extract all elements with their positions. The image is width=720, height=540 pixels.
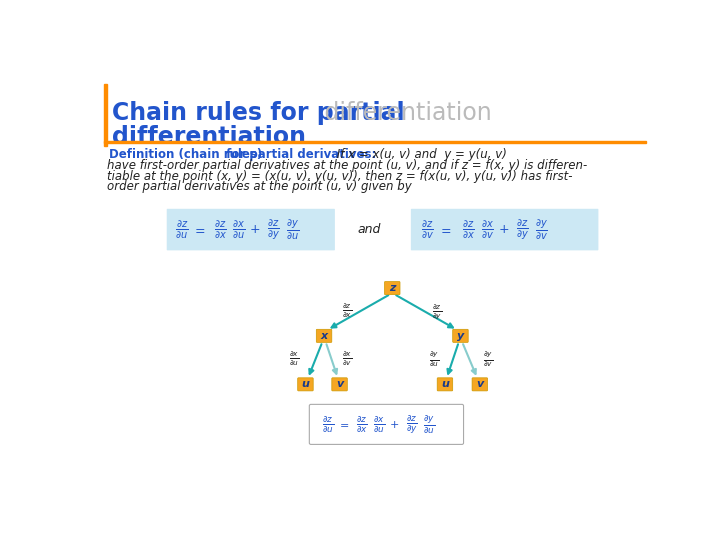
FancyBboxPatch shape	[310, 404, 464, 444]
FancyBboxPatch shape	[437, 378, 453, 391]
Text: have first-order partial derivatives at the point (u, v), and if z = f(x, y) is : have first-order partial derivatives at …	[107, 159, 588, 172]
Text: $+$: $+$	[498, 223, 510, 236]
Text: $\frac{\partial x}{\partial u}$: $\frac{\partial x}{\partial u}$	[289, 351, 300, 368]
Text: $\frac{\partial z}{\partial x}$: $\frac{\partial z}{\partial x}$	[342, 303, 352, 321]
Text: If x = x(u, v) and  y = y(u, v): If x = x(u, v) and y = y(u, v)	[333, 148, 506, 161]
Text: $\frac{\partial y}{\partial u}$: $\frac{\partial y}{\partial u}$	[423, 413, 436, 436]
FancyBboxPatch shape	[297, 378, 313, 391]
Text: $\frac{\partial z}{\partial x}$: $\frac{\partial z}{\partial x}$	[214, 218, 227, 241]
FancyBboxPatch shape	[384, 281, 400, 295]
Text: v: v	[476, 379, 483, 389]
Text: tiable at the point (x, y) = (x(u, v), y(u, v)), then z = f(x(u, v), y(u, v)) ha: tiable at the point (x, y) = (x(u, v), y…	[107, 170, 572, 183]
Text: $\frac{\partial z}{\partial x}$: $\frac{\partial z}{\partial x}$	[356, 414, 368, 435]
Text: and: and	[357, 223, 381, 236]
Text: $=$: $=$	[192, 223, 205, 236]
Text: $\frac{\partial x}{\partial v}$: $\frac{\partial x}{\partial v}$	[342, 351, 352, 368]
Text: $+$: $+$	[389, 419, 399, 430]
Text: for partial derivatives:: for partial derivatives:	[222, 148, 376, 161]
Bar	[104, 84, 107, 146]
Text: $\frac{\partial y}{\partial v}$: $\frac{\partial y}{\partial v}$	[482, 350, 492, 369]
Text: $\frac{\partial z}{\partial y}$: $\frac{\partial z}{\partial y}$	[267, 218, 280, 242]
Text: z: z	[389, 283, 395, 293]
Bar	[104, 141, 647, 143]
FancyBboxPatch shape	[332, 378, 347, 391]
Text: $\frac{\partial z}{\partial y}$: $\frac{\partial z}{\partial y}$	[432, 303, 442, 321]
Text: $\frac{\partial z}{\partial x}$: $\frac{\partial z}{\partial x}$	[462, 218, 474, 241]
Text: u: u	[302, 379, 310, 389]
FancyBboxPatch shape	[316, 329, 332, 342]
Text: Definition (chain rules): Definition (chain rules)	[109, 148, 263, 161]
FancyBboxPatch shape	[167, 209, 335, 251]
Text: $=$: $=$	[337, 420, 350, 429]
Text: y: y	[456, 331, 464, 341]
FancyBboxPatch shape	[472, 378, 487, 391]
Text: v: v	[336, 379, 343, 389]
Text: $\frac{\partial x}{\partial u}$: $\frac{\partial x}{\partial u}$	[233, 218, 246, 241]
Text: $\frac{\partial z}{\partial u}$: $\frac{\partial z}{\partial u}$	[322, 414, 334, 435]
Text: u: u	[441, 379, 449, 389]
Text: $\frac{\partial z}{\partial v}$: $\frac{\partial z}{\partial v}$	[420, 218, 433, 241]
Text: $\frac{\partial x}{\partial u}$: $\frac{\partial x}{\partial u}$	[373, 414, 385, 435]
Text: $\frac{\partial y}{\partial u}$: $\frac{\partial y}{\partial u}$	[429, 350, 439, 369]
Text: $\frac{\partial y}{\partial u}$: $\frac{\partial y}{\partial u}$	[287, 218, 300, 242]
Text: $=$: $=$	[438, 223, 451, 236]
Text: $\frac{\partial y}{\partial v}$: $\frac{\partial y}{\partial v}$	[536, 218, 549, 242]
FancyBboxPatch shape	[411, 209, 598, 251]
Text: differentiation: differentiation	[317, 100, 492, 125]
Text: Chain rules for partial: Chain rules for partial	[112, 100, 405, 125]
Text: differentiation: differentiation	[112, 125, 306, 149]
Text: $\frac{\partial x}{\partial v}$: $\frac{\partial x}{\partial v}$	[481, 218, 494, 241]
FancyBboxPatch shape	[453, 329, 468, 342]
Text: $\frac{\partial z}{\partial u}$: $\frac{\partial z}{\partial u}$	[175, 218, 188, 241]
Text: order partial derivatives at the point (u, v) given by: order partial derivatives at the point (…	[107, 180, 412, 193]
Text: x: x	[320, 331, 328, 341]
Text: $\frac{\partial z}{\partial y}$: $\frac{\partial z}{\partial y}$	[406, 413, 418, 436]
Text: $\frac{\partial z}{\partial y}$: $\frac{\partial z}{\partial y}$	[516, 218, 529, 242]
Text: $+$: $+$	[248, 223, 260, 236]
